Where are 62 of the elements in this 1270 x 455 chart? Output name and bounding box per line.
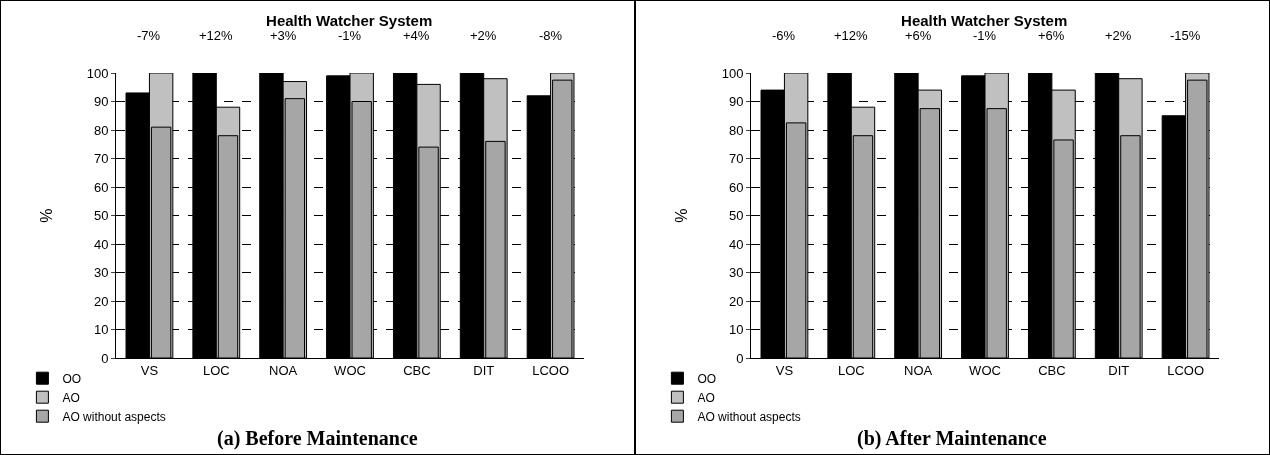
legend-label: OO [697, 371, 717, 386]
y-tick-label: 0 [101, 350, 109, 366]
chart-title: Health Watcher System [266, 11, 433, 29]
text: +12% [199, 28, 234, 43]
x-tick-label: LCOO [1167, 362, 1204, 378]
text: +6% [905, 28, 932, 43]
text: -7% [137, 28, 161, 43]
y-tick-label: 10 [728, 322, 744, 338]
x-tick-label: CBC [1038, 362, 1066, 378]
x-tick-label: VS [140, 362, 159, 378]
text: -15% [1170, 28, 1201, 43]
text: -1% [338, 28, 362, 43]
y-tick-label: 40 [728, 236, 744, 252]
y-tick-label: 100 [721, 65, 744, 81]
legend-label: AO [697, 390, 715, 405]
x-tick-label: WOC [334, 362, 366, 378]
y-tick-label: 40 [93, 236, 109, 252]
chart-title: Health Watcher System [901, 11, 1068, 29]
y-tick-label: 30 [728, 265, 744, 281]
text: +2% [470, 28, 497, 43]
y-tick-label: 60 [728, 179, 744, 195]
x-tick-label: NOA [904, 362, 933, 378]
x-tick-label: LOC [202, 362, 230, 378]
legend-label: AO without aspects [697, 409, 801, 424]
legend-label: OO [62, 371, 82, 386]
y-tick-label: 20 [93, 293, 109, 309]
x-tick-label: VS [775, 362, 794, 378]
y-tick-label: 50 [728, 208, 744, 224]
x-tick-label: DIT [1108, 362, 1130, 378]
y-tick-label: 50 [93, 208, 109, 224]
legend-label: AO without aspects [62, 409, 166, 424]
legend-label: AO [62, 390, 80, 405]
x-tick-label: LOC [837, 362, 865, 378]
x-tick-label: LCOO [532, 362, 569, 378]
text: (a) Before Maintenance [217, 427, 418, 450]
y-tick-label: 10 [93, 322, 109, 338]
y-tick-label: 80 [728, 122, 744, 138]
y-tick-label: 30 [93, 265, 109, 281]
x-tick-label: DIT [473, 362, 495, 378]
text: -1% [973, 28, 997, 43]
x-tick-label: WOC [969, 362, 1001, 378]
y-tick-label: 0 [736, 350, 744, 366]
y-tick-label: 100 [86, 65, 109, 81]
y-axis-title: % [37, 208, 55, 223]
text: +4% [403, 28, 430, 43]
y-tick-label: 20 [728, 293, 744, 309]
y-tick-label: 70 [93, 151, 109, 167]
x-tick-label: CBC [403, 362, 431, 378]
y-tick-label: 80 [93, 122, 109, 138]
text: -8% [539, 28, 563, 43]
text: +6% [1038, 28, 1065, 43]
y-tick-label: 90 [728, 94, 744, 110]
x-tick-label: NOA [269, 362, 298, 378]
text: -6% [772, 28, 796, 43]
text: +12% [834, 28, 869, 43]
text: (b) After Maintenance [857, 427, 1047, 450]
text: +3% [270, 28, 297, 43]
y-tick-label: 60 [93, 179, 109, 195]
y-axis-title: % [672, 208, 690, 223]
text: +2% [1105, 28, 1132, 43]
y-tick-label: 90 [93, 94, 109, 110]
y-tick-label: 70 [728, 151, 744, 167]
